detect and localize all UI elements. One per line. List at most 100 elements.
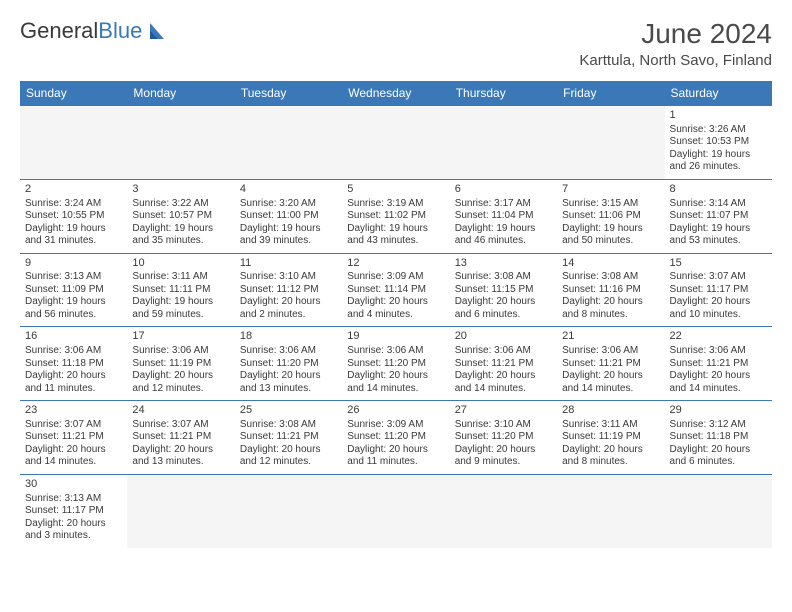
sunrise-line: Sunrise: 3:26 AM: [670, 124, 767, 137]
day-number: 22: [670, 330, 767, 344]
daylight-line: Daylight: 19 hours and 53 minutes.: [670, 223, 767, 248]
calendar-empty-cell: [665, 474, 772, 547]
calendar-week-row: 2Sunrise: 3:24 AMSunset: 10:55 PMDayligh…: [20, 179, 772, 253]
calendar-empty-cell: [235, 106, 342, 180]
daylight-line: Daylight: 20 hours and 14 minutes.: [455, 370, 552, 395]
day-number: 28: [562, 404, 659, 418]
sunrise-line: Sunrise: 3:10 AM: [240, 271, 337, 284]
sunrise-line: Sunrise: 3:09 AM: [347, 271, 444, 284]
calendar-empty-cell: [127, 106, 234, 180]
daylight-line: Daylight: 20 hours and 13 minutes.: [132, 444, 229, 469]
sunset-line: Sunset: 11:19 PM: [562, 431, 659, 444]
daylight-line: Daylight: 19 hours and 39 minutes.: [240, 223, 337, 248]
sunset-line: Sunset: 11:14 PM: [347, 284, 444, 297]
daylight-line: Daylight: 20 hours and 10 minutes.: [670, 296, 767, 321]
sunrise-line: Sunrise: 3:13 AM: [25, 493, 122, 506]
daylight-line: Daylight: 20 hours and 8 minutes.: [562, 444, 659, 469]
calendar-day-cell: 18Sunrise: 3:06 AMSunset: 11:20 PMDaylig…: [235, 327, 342, 401]
daylight-line: Daylight: 20 hours and 11 minutes.: [25, 370, 122, 395]
daylight-line: Daylight: 19 hours and 26 minutes.: [670, 149, 767, 174]
calendar-day-cell: 15Sunrise: 3:07 AMSunset: 11:17 PMDaylig…: [665, 253, 772, 327]
day-number: 10: [132, 257, 229, 271]
sunset-line: Sunset: 11:20 PM: [455, 431, 552, 444]
sunset-line: Sunset: 11:11 PM: [132, 284, 229, 297]
day-number: 6: [455, 183, 552, 197]
day-number: 14: [562, 257, 659, 271]
sunrise-line: Sunrise: 3:12 AM: [670, 419, 767, 432]
sunset-line: Sunset: 10:55 PM: [25, 210, 122, 223]
daylight-line: Daylight: 20 hours and 6 minutes.: [670, 444, 767, 469]
calendar-table: SundayMondayTuesdayWednesdayThursdayFrid…: [20, 81, 772, 548]
day-number: 20: [455, 330, 552, 344]
sunset-line: Sunset: 10:53 PM: [670, 136, 767, 149]
sunrise-line: Sunrise: 3:22 AM: [132, 198, 229, 211]
daylight-line: Daylight: 20 hours and 3 minutes.: [25, 518, 122, 543]
calendar-day-cell: 4Sunrise: 3:20 AMSunset: 11:00 PMDayligh…: [235, 179, 342, 253]
daylight-line: Daylight: 20 hours and 11 minutes.: [347, 444, 444, 469]
sunset-line: Sunset: 11:09 PM: [25, 284, 122, 297]
day-number: 12: [347, 257, 444, 271]
calendar-empty-cell: [235, 474, 342, 547]
sunrise-line: Sunrise: 3:08 AM: [455, 271, 552, 284]
title-block: June 2024 Karttula, North Savo, Finland: [579, 18, 772, 69]
day-number: 18: [240, 330, 337, 344]
day-number: 3: [132, 183, 229, 197]
weekday-header: Tuesday: [235, 81, 342, 106]
daylight-line: Daylight: 20 hours and 8 minutes.: [562, 296, 659, 321]
calendar-day-cell: 6Sunrise: 3:17 AMSunset: 11:04 PMDayligh…: [450, 179, 557, 253]
sunrise-line: Sunrise: 3:11 AM: [562, 419, 659, 432]
day-number: 19: [347, 330, 444, 344]
calendar-day-cell: 9Sunrise: 3:13 AMSunset: 11:09 PMDayligh…: [20, 253, 127, 327]
daylight-line: Daylight: 19 hours and 59 minutes.: [132, 296, 229, 321]
calendar-day-cell: 27Sunrise: 3:10 AMSunset: 11:20 PMDaylig…: [450, 401, 557, 475]
daylight-line: Daylight: 19 hours and 46 minutes.: [455, 223, 552, 248]
calendar-empty-cell: [342, 106, 449, 180]
sunset-line: Sunset: 11:21 PM: [240, 431, 337, 444]
calendar-day-cell: 21Sunrise: 3:06 AMSunset: 11:21 PMDaylig…: [557, 327, 664, 401]
day-number: 9: [25, 257, 122, 271]
daylight-line: Daylight: 19 hours and 43 minutes.: [347, 223, 444, 248]
sunrise-line: Sunrise: 3:06 AM: [455, 345, 552, 358]
calendar-week-row: 1Sunrise: 3:26 AMSunset: 10:53 PMDayligh…: [20, 106, 772, 180]
sunset-line: Sunset: 11:07 PM: [670, 210, 767, 223]
calendar-day-cell: 28Sunrise: 3:11 AMSunset: 11:19 PMDaylig…: [557, 401, 664, 475]
calendar-day-cell: 29Sunrise: 3:12 AMSunset: 11:18 PMDaylig…: [665, 401, 772, 475]
weekday-header: Wednesday: [342, 81, 449, 106]
sunrise-line: Sunrise: 3:06 AM: [670, 345, 767, 358]
calendar-empty-cell: [557, 106, 664, 180]
day-number: 4: [240, 183, 337, 197]
calendar-day-cell: 16Sunrise: 3:06 AMSunset: 11:18 PMDaylig…: [20, 327, 127, 401]
calendar-week-row: 23Sunrise: 3:07 AMSunset: 11:21 PMDaylig…: [20, 401, 772, 475]
sunrise-line: Sunrise: 3:19 AM: [347, 198, 444, 211]
sunset-line: Sunset: 11:21 PM: [562, 358, 659, 371]
day-number: 11: [240, 257, 337, 271]
sunrise-line: Sunrise: 3:06 AM: [132, 345, 229, 358]
calendar-day-cell: 2Sunrise: 3:24 AMSunset: 10:55 PMDayligh…: [20, 179, 127, 253]
logo-word-blue: Blue: [98, 18, 142, 44]
day-number: 25: [240, 404, 337, 418]
sunset-line: Sunset: 11:21 PM: [25, 431, 122, 444]
sunrise-line: Sunrise: 3:13 AM: [25, 271, 122, 284]
sunrise-line: Sunrise: 3:07 AM: [132, 419, 229, 432]
calendar-day-cell: 19Sunrise: 3:06 AMSunset: 11:20 PMDaylig…: [342, 327, 449, 401]
sunrise-line: Sunrise: 3:09 AM: [347, 419, 444, 432]
calendar-empty-cell: [450, 106, 557, 180]
sunset-line: Sunset: 11:21 PM: [132, 431, 229, 444]
calendar-day-cell: 13Sunrise: 3:08 AMSunset: 11:15 PMDaylig…: [450, 253, 557, 327]
calendar-day-cell: 1Sunrise: 3:26 AMSunset: 10:53 PMDayligh…: [665, 106, 772, 180]
daylight-line: Daylight: 20 hours and 14 minutes.: [562, 370, 659, 395]
calendar-week-row: 30Sunrise: 3:13 AMSunset: 11:17 PMDaylig…: [20, 474, 772, 547]
day-number: 26: [347, 404, 444, 418]
calendar-day-cell: 26Sunrise: 3:09 AMSunset: 11:20 PMDaylig…: [342, 401, 449, 475]
calendar-day-cell: 14Sunrise: 3:08 AMSunset: 11:16 PMDaylig…: [557, 253, 664, 327]
daylight-line: Daylight: 20 hours and 4 minutes.: [347, 296, 444, 321]
day-number: 1: [670, 109, 767, 123]
calendar-day-cell: 30Sunrise: 3:13 AMSunset: 11:17 PMDaylig…: [20, 474, 127, 547]
daylight-line: Daylight: 20 hours and 14 minutes.: [25, 444, 122, 469]
calendar-week-row: 16Sunrise: 3:06 AMSunset: 11:18 PMDaylig…: [20, 327, 772, 401]
daylight-line: Daylight: 19 hours and 50 minutes.: [562, 223, 659, 248]
calendar-day-cell: 24Sunrise: 3:07 AMSunset: 11:21 PMDaylig…: [127, 401, 234, 475]
day-number: 27: [455, 404, 552, 418]
sunset-line: Sunset: 11:19 PM: [132, 358, 229, 371]
sunrise-line: Sunrise: 3:15 AM: [562, 198, 659, 211]
